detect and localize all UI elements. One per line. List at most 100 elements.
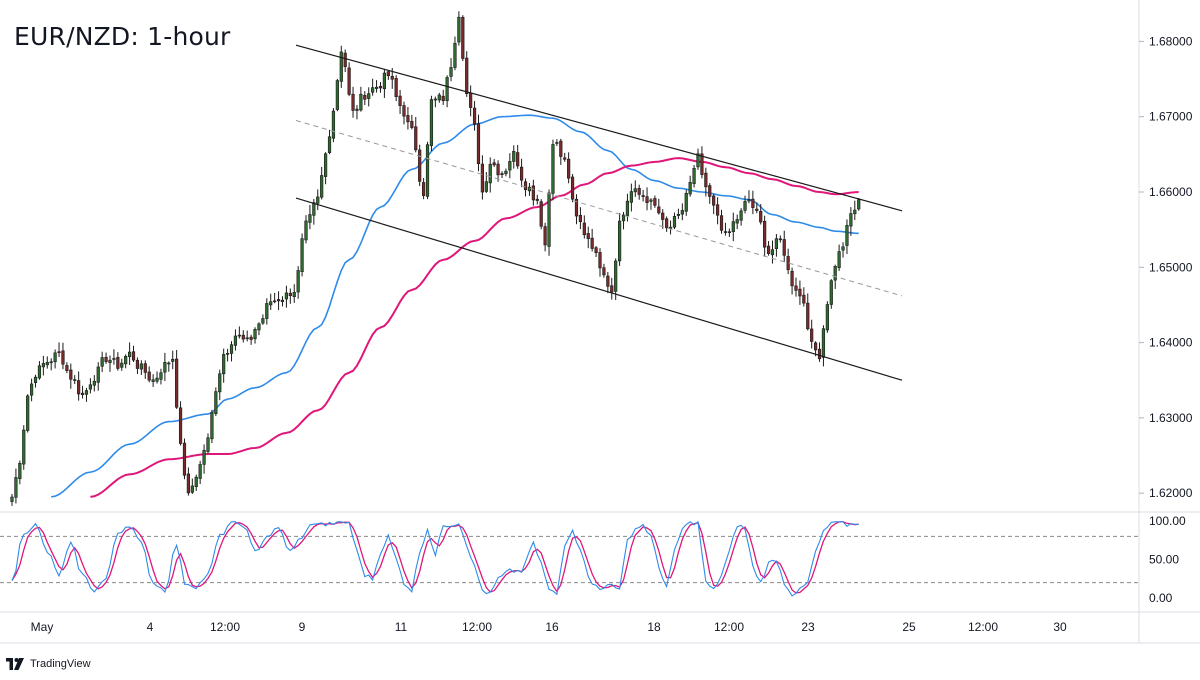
tradingview-logo-icon (6, 658, 24, 670)
candle-up (845, 219, 849, 255)
candle-down (343, 49, 347, 73)
candle-down (80, 385, 85, 399)
candle-down (465, 51, 469, 97)
candle-down (178, 401, 183, 446)
candle-up (292, 284, 296, 303)
time-tick-label: 4 (147, 620, 154, 634)
candle-down (288, 288, 292, 304)
candle-up (825, 301, 829, 333)
candle-up (245, 330, 249, 342)
time-tick-label: 30 (1053, 620, 1067, 634)
channel-mid-line[interactable] (295, 119, 903, 297)
candle-down (131, 345, 136, 363)
candle-up (453, 36, 457, 71)
candle-up (527, 182, 532, 196)
price-tick-label: 1.66000 (1149, 185, 1193, 199)
candle-up (53, 349, 57, 369)
candle-down (641, 189, 645, 202)
candle-up (770, 240, 775, 264)
candle-down (441, 89, 445, 105)
candle-down (61, 342, 65, 370)
candle-down (802, 287, 806, 307)
candle-down (492, 159, 496, 167)
candle-up (547, 189, 551, 256)
candle-down (708, 183, 712, 204)
candle-up (425, 141, 430, 200)
candle-down (782, 230, 786, 262)
candle-down (657, 198, 661, 215)
candle-down (661, 209, 665, 229)
candle-up (374, 80, 379, 93)
candle-down (751, 190, 755, 215)
candle-up (18, 460, 22, 485)
candle-down (519, 158, 524, 188)
candle-down (578, 207, 582, 230)
candle-up (171, 350, 175, 370)
candle-up (621, 211, 626, 230)
candle-down (810, 319, 814, 349)
candle-down (476, 114, 481, 172)
price-tick-label: 1.64000 (1149, 336, 1193, 350)
candle-down (472, 101, 477, 131)
candle-up (696, 148, 700, 170)
candle-down (570, 174, 575, 203)
candle-down (351, 86, 355, 118)
candle-down (574, 194, 579, 225)
candle-down (700, 146, 704, 179)
price-tick-label: 1.63000 (1149, 411, 1193, 425)
candle-up (151, 374, 155, 387)
candle-up (296, 266, 300, 299)
time-axis: May 4 12:00 9 11 12:00 16 18 12:00 23 25 12:00 30 (31, 620, 1067, 634)
candle-down (610, 277, 614, 300)
channel-lower-line[interactable] (295, 197, 903, 381)
candle-up (100, 351, 104, 373)
candle-down (77, 371, 81, 401)
candle-up (371, 78, 375, 96)
candle-up (445, 75, 449, 108)
candle-down (276, 291, 281, 311)
candle-down (421, 177, 426, 200)
candle-up (222, 348, 226, 383)
candle-down (806, 293, 810, 331)
candle-up (265, 298, 269, 325)
candle-up (300, 233, 304, 277)
candle-up (284, 285, 289, 308)
candle-up (108, 355, 112, 372)
candle-up (257, 322, 261, 336)
time-tick-label: 12:00 (210, 620, 240, 634)
candle-up (155, 371, 159, 384)
candle-down (794, 277, 798, 297)
candle-up (26, 394, 30, 433)
candle-down (347, 62, 351, 97)
candle-up (359, 86, 363, 112)
stochastic-tick-label: 100.00 (1149, 514, 1186, 528)
time-tick-label: 11 (395, 620, 408, 634)
candle-up (261, 314, 265, 325)
candle-down (406, 107, 410, 130)
candle-up (308, 204, 312, 230)
candle-up (739, 208, 743, 226)
candle-down (363, 91, 367, 106)
candle-up (331, 108, 336, 143)
candle-up (821, 325, 826, 367)
candle-up (672, 212, 677, 230)
candle-down (241, 330, 245, 343)
candle-up (649, 198, 653, 210)
candle-down (65, 362, 69, 374)
tradingview-brand[interactable]: TradingView (6, 656, 91, 672)
candle-up (45, 356, 49, 369)
candle-up (382, 68, 387, 98)
candle-up (508, 153, 512, 179)
candle-down (778, 235, 782, 243)
candle-up (849, 207, 853, 236)
candle-up (829, 279, 833, 309)
candle-up (433, 96, 437, 108)
candle-up (14, 468, 18, 504)
candle-up (29, 378, 34, 402)
candle-up (853, 200, 857, 221)
candle-up (680, 203, 684, 221)
candle-down (712, 193, 716, 215)
candle-down (790, 267, 794, 295)
candle-up (22, 425, 26, 470)
channel-upper-line[interactable] (295, 44, 903, 212)
